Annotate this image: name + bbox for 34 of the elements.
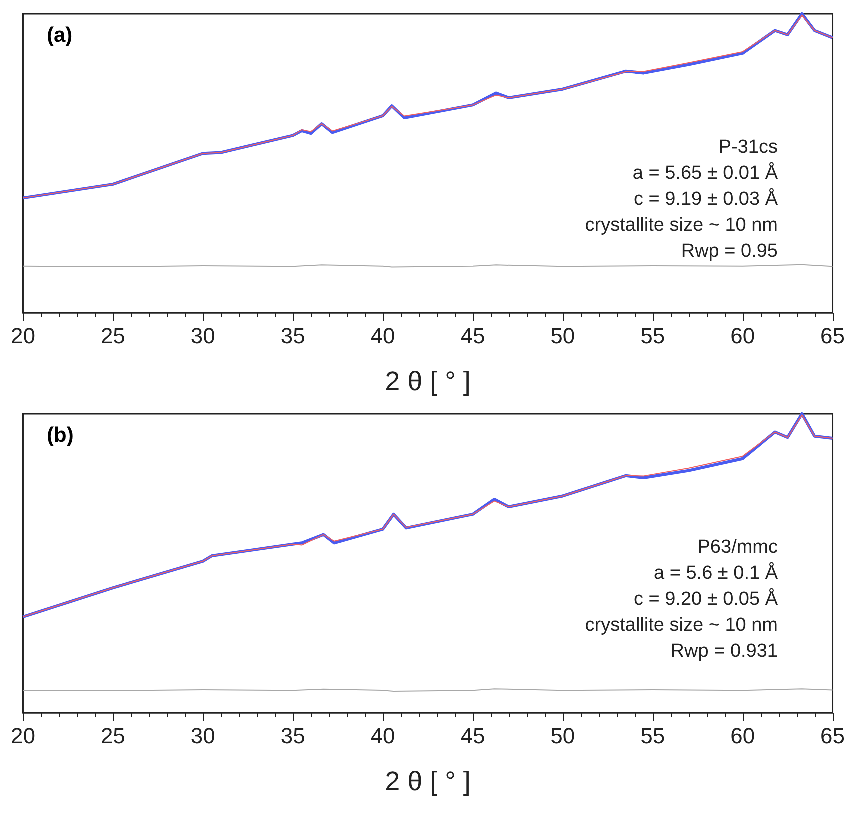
x-tick-label: 50 [550,724,576,748]
x-tick-label: 65 [820,724,846,748]
x-tick-label: 40 [370,724,396,748]
x-tick-label: 35 [280,324,306,348]
annotation: a = 5.65 ± 0.01 Å [632,162,778,184]
x-tick-label: 30 [190,724,216,748]
annotation: a = 5.6 ± 0.1 Å [654,562,778,584]
annotation: crystallite size ~ 10 nm [585,615,778,636]
x-tick-label: 20 [10,724,36,748]
x-tick-label: 60 [730,724,756,748]
x-tick-label: 65 [820,324,846,348]
x-tick-label: 55 [640,324,666,348]
x-tick-label: 45 [460,324,486,348]
x-tick-label: 20 [10,324,36,348]
annotation: Rwp = 0.931 [670,641,778,662]
text: (b) [47,424,74,447]
x-tick-label: 55 [640,724,666,748]
x-tick-label: 25 [100,724,126,748]
x-tick-label: 25 [100,324,126,348]
x-tick-label: 35 [280,724,306,748]
annotation: c = 9.20 ± 0.05 Å [634,588,778,610]
x-tick-label: 60 [730,324,756,348]
x-tick-label: 50 [550,324,576,348]
annotation: crystallite size ~ 10 nm [585,215,778,236]
text: (a) [47,24,73,47]
annotation: P-31cs [718,137,778,158]
x-axis-title: 2 θ [ ° ] [385,766,471,796]
x-axis-title: 2 θ [ ° ] [385,366,471,396]
x-tick-label: 40 [370,324,396,348]
annotation: P63/mmc [698,537,778,558]
annotation: c = 9.19 ± 0.03 Å [634,188,778,210]
x-tick-label: 45 [460,724,486,748]
x-tick-label: 30 [190,324,216,348]
annotation: Rwp = 0.95 [681,241,778,262]
